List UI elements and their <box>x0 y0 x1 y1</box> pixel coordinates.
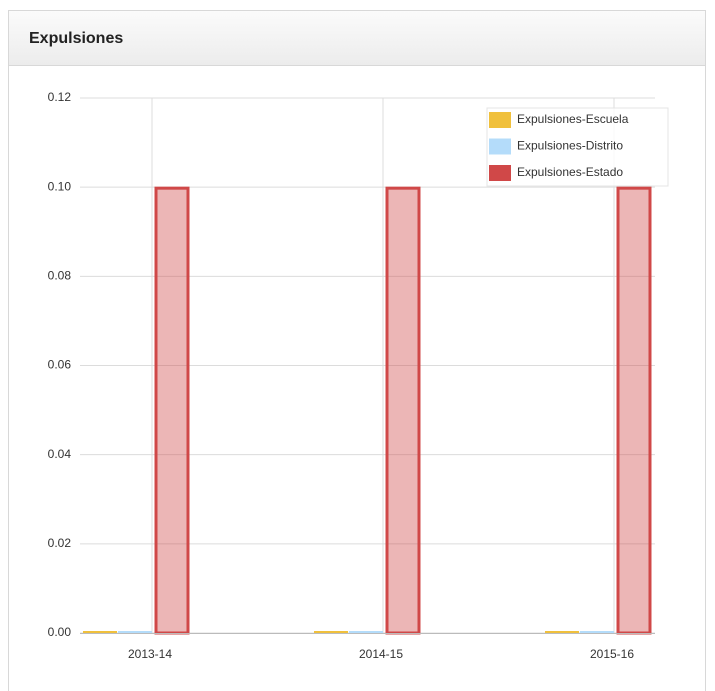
x-tick-label: 2015-16 <box>590 647 634 661</box>
bar <box>154 186 190 635</box>
legend-label: Expulsiones-Distrito <box>517 139 623 153</box>
y-tick-label: 0.06 <box>48 358 72 372</box>
legend-box <box>486 107 669 187</box>
y-tick-label: 0.00 <box>48 625 72 639</box>
bar <box>545 631 579 633</box>
panel-title: Expulsiones <box>29 30 123 47</box>
bar <box>83 631 117 633</box>
legend-swatch <box>489 138 511 155</box>
y-tick-label: 0.08 <box>48 269 72 283</box>
y-tick-label: 0.04 <box>48 447 72 461</box>
x-tick-label: 2014-15 <box>359 647 403 661</box>
x-tick-label: 2013-14 <box>128 647 172 661</box>
bar <box>580 631 614 633</box>
legend-label: Expulsiones-Escuela <box>517 112 629 126</box>
legend-swatch <box>489 112 511 128</box>
y-tick-label: 0.10 <box>48 179 72 193</box>
bar <box>118 631 152 633</box>
legend-swatch <box>489 165 511 181</box>
bar <box>314 631 348 633</box>
legend-label: Expulsiones-Estado <box>517 165 623 179</box>
bar <box>616 186 652 635</box>
y-tick-label: 0.02 <box>48 536 72 550</box>
bar <box>349 631 383 633</box>
y-tick-label: 0.12 <box>48 90 72 104</box>
panel-header <box>9 11 705 65</box>
bar <box>385 186 421 635</box>
